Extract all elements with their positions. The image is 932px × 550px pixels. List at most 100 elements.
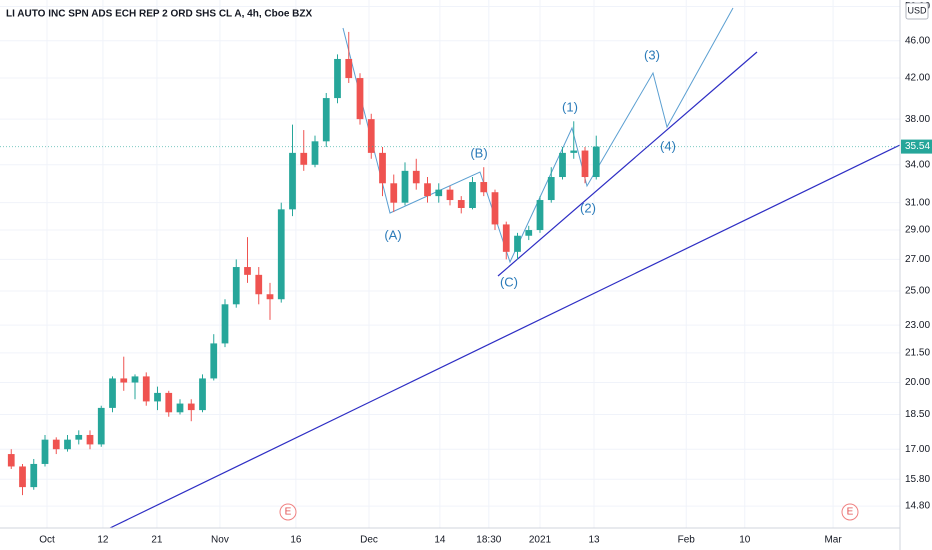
candle-body [86,434,94,445]
last-price-tag [901,139,932,154]
y-tick-label: 46.00 [905,35,930,46]
y-tick-label: 31.00 [905,197,930,208]
x-tick-label: 21 [151,535,163,546]
wave-label: (A) [384,227,401,242]
candle-body [412,170,420,184]
y-tick-label: 17.00 [905,444,930,455]
candle-body [187,403,195,411]
candle-body [469,182,476,209]
candle-body [75,434,83,440]
candle-body [547,177,555,201]
candle-body [334,58,341,99]
candle-body [345,58,353,79]
candle-body [244,267,251,275]
candle-body [154,392,161,402]
candle-body [199,378,206,411]
candle-body [367,119,375,153]
candle-body [255,274,263,295]
earnings-label: E [847,507,854,518]
candle-body [435,189,443,197]
candle-body [165,392,173,413]
candle-body [491,192,499,225]
x-tick-label: 10 [739,535,751,546]
y-tick-label: 14.80 [905,501,930,512]
y-tick-label: 18.50 [905,409,930,420]
trend-line [109,144,901,529]
candle-body [266,294,274,300]
wave-label: (2) [580,200,596,215]
candle-body [52,439,60,450]
y-tick-label: 20.00 [905,377,930,388]
candle-body [30,463,38,488]
trend-line [497,51,758,277]
x-tick-label: 2021 [529,535,552,546]
x-tick-label: Feb [678,535,696,546]
wave-label: (C) [500,274,518,289]
price-axis [900,0,932,550]
earnings-marker[interactable] [841,503,859,521]
y-tick-label: 42.00 [905,73,930,84]
x-tick-label: Nov [211,535,229,546]
candle-body [457,200,465,209]
candle-body [525,230,533,236]
candle-body [502,224,510,252]
x-tick-label: 16 [290,535,302,546]
wave-label: (4) [660,138,676,153]
candle-body [446,189,454,201]
wave-path [342,7,734,264]
candle-body [97,407,105,445]
candles [7,31,600,496]
candle-body [424,183,431,197]
y-tick-label: 15.80 [905,474,930,485]
candle-body [176,403,184,413]
candle-body [390,183,398,203]
candle-body [322,98,330,142]
candle-body [480,182,488,193]
currency-box[interactable] [905,2,929,20]
candle-body [232,267,240,305]
candle-body [401,170,409,203]
candle-body [64,439,71,450]
y-tick-label: 34.00 [905,159,930,170]
y-tick-label: 21.50 [905,347,930,358]
candle-body [356,78,364,120]
candle-body [120,378,128,383]
candle-body [142,376,150,402]
x-tick-label: 18:30 [476,535,501,546]
y-tick-label: 23.00 [905,320,930,331]
candle-body [7,454,15,467]
candle-body [289,152,296,210]
candle-body [536,200,544,231]
x-tick-label: 13 [588,535,600,546]
y-tick-label: 27.00 [905,254,930,265]
candle-body [300,152,308,165]
candle-body [109,378,116,408]
candle-body [41,439,49,464]
y-tick-label: 25.00 [905,286,930,297]
x-tick-label: 14 [434,535,446,546]
candle-body [311,141,319,165]
x-tick-label: Dec [360,535,378,546]
x-tick-label: Oct [39,535,55,546]
candle-body [379,152,386,184]
candle-body [592,146,600,178]
candle-body [559,152,566,178]
y-tick-label: 38.00 [905,114,930,125]
wave-label: (3) [644,47,660,62]
candle-body [19,466,26,488]
earnings-label: E [285,507,292,518]
grid [0,0,900,528]
candle-body [570,150,578,153]
chart-title: LI AUTO INC SPN ADS ECH REP 2 ORD SHS CL… [6,9,312,20]
wave-label: (B) [470,145,487,160]
candle-body [221,304,229,344]
earnings-marker[interactable] [279,503,297,521]
candle-body [581,150,589,178]
candle-body [210,343,218,379]
currency: USD [907,5,927,15]
candle-body [277,209,285,300]
